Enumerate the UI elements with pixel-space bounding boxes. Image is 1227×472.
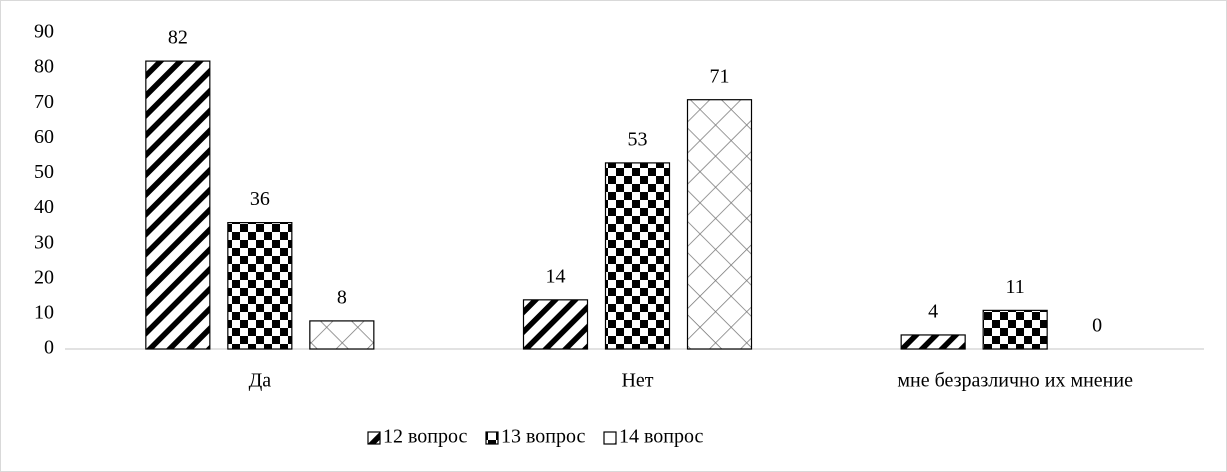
data-label: 14	[546, 265, 566, 287]
x-tick-label: мне безразлично их мнение	[897, 370, 1133, 392]
data-label: 53	[628, 129, 648, 151]
y-tick-label: 50	[34, 161, 54, 183]
x-tick-label: Да	[249, 370, 272, 392]
y-tick-label: 20	[34, 266, 54, 288]
bar	[982, 309, 1048, 350]
y-tick-label: 10	[34, 301, 54, 323]
legend-swatch	[367, 431, 381, 445]
y-tick-label: 90	[34, 21, 54, 43]
y-tick-label: 0	[44, 337, 54, 359]
data-label: 11	[1006, 276, 1025, 298]
data-label: 4	[928, 301, 938, 323]
data-label: 82	[168, 27, 188, 49]
y-tick-label: 70	[34, 91, 54, 113]
bar	[145, 60, 211, 350]
x-tick-label: Нет	[621, 370, 653, 392]
legend-label: 12 вопрос	[383, 426, 468, 448]
y-tick-label: 80	[34, 56, 54, 78]
data-label: 0	[1092, 315, 1102, 337]
legend-swatch	[485, 431, 499, 445]
bar	[686, 99, 753, 350]
data-label: 8	[337, 287, 347, 309]
legend-swatch	[603, 431, 617, 445]
y-tick-label: 60	[34, 126, 54, 148]
y-tick-label: 30	[34, 231, 54, 253]
legend-label: 13 вопрос	[501, 426, 586, 448]
data-label: 71	[710, 65, 730, 87]
bar	[309, 320, 375, 350]
y-tick-label: 40	[34, 196, 54, 218]
bar	[522, 299, 589, 350]
bar	[900, 334, 966, 350]
bar	[227, 222, 293, 350]
data-label: 36	[250, 188, 270, 210]
legend-label: 14 вопрос	[619, 426, 704, 448]
bar	[604, 162, 671, 350]
